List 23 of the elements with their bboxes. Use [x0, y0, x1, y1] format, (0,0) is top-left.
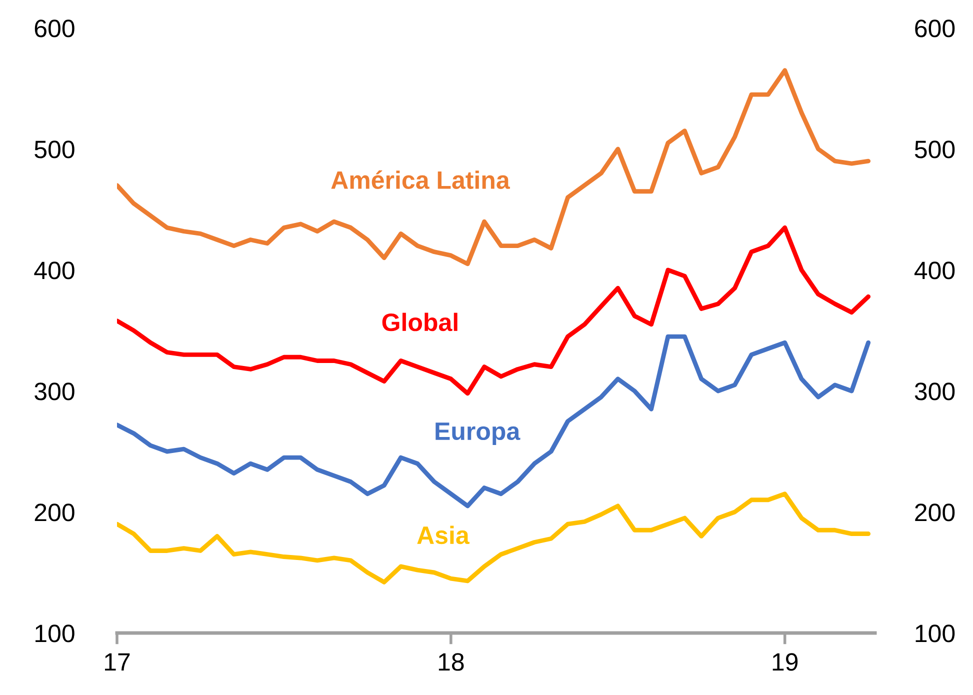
y2-tick-label: 600	[915, 20, 955, 38]
x-tick-label: 17	[105, 653, 130, 671]
x-tick-label: 19	[772, 653, 798, 671]
line-series	[117, 334, 871, 508]
line-series	[117, 492, 871, 584]
line-series	[117, 225, 871, 396]
y2-tick-label: 500	[914, 140, 955, 158]
y2-tick-label: 200	[915, 504, 955, 522]
y-tick-label: 200	[34, 504, 74, 522]
series-label: Europa	[436, 422, 520, 445]
y-tick-label: 300	[34, 382, 74, 400]
y-tick-label: 500	[34, 140, 74, 158]
y-tick-label: 100	[36, 624, 74, 642]
y2-tick-label: 100	[916, 624, 955, 642]
series-label: Asia	[417, 526, 470, 544]
y-tick-label: 600	[34, 20, 74, 38]
line-series	[117, 68, 871, 266]
y-tick-label: 400	[34, 262, 74, 280]
series-label: América Latina	[331, 170, 510, 189]
y2-tick-label: 300	[914, 382, 955, 400]
y2-tick-label: 400	[914, 262, 955, 280]
series-label: Global	[382, 312, 458, 332]
x-tick-label: 18	[438, 653, 464, 671]
